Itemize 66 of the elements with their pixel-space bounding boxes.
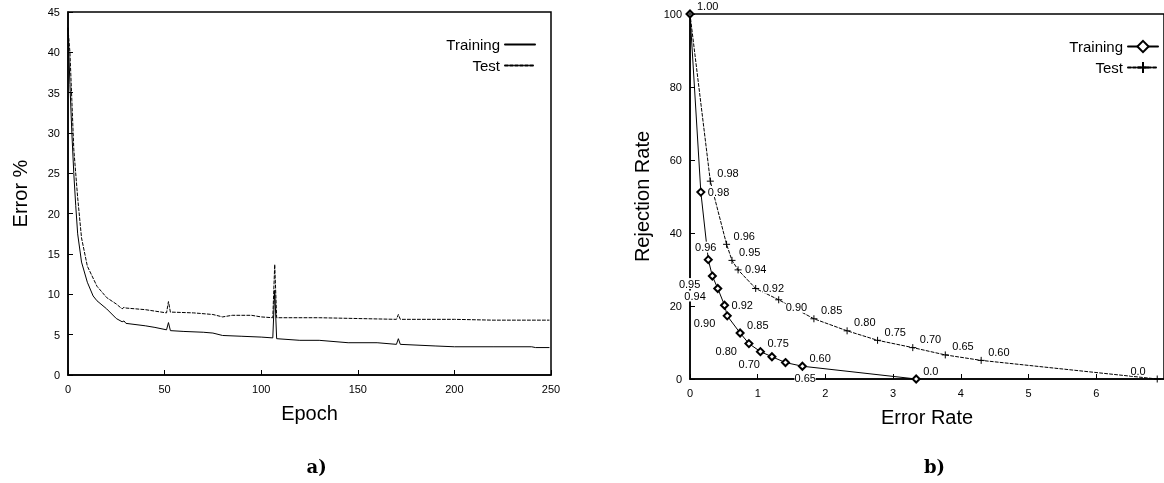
x-tick-label: 4 [957, 386, 964, 399]
annotation: 0.60 [988, 345, 1010, 358]
annotation: 0.90 [785, 301, 808, 314]
x-tick-label: 6 [1093, 386, 1100, 399]
y-tick-label: 25 [47, 167, 60, 180]
annotation: 0.98 [717, 166, 739, 179]
x-tick-label: 0 [686, 386, 694, 399]
annotation: 0.94 [745, 263, 767, 276]
y-tick-label: 45 [47, 6, 60, 18]
legend-label: Training [1069, 38, 1123, 55]
y-axis-title: Error % [9, 159, 31, 228]
x-tick-label: 2 [822, 386, 829, 399]
annotation: 0.98 [707, 185, 730, 198]
annotation: 0.70 [919, 333, 942, 346]
annotation: 0.65 [952, 340, 974, 353]
annotation: 0.75 [884, 325, 906, 338]
annotation: 0.70 [738, 358, 760, 371]
y-tick-label: 0 [53, 369, 60, 381]
annotation: 0.92 [762, 281, 785, 294]
annotation: 0.85 [747, 318, 769, 331]
x-tick-label: 5 [1025, 386, 1032, 399]
y-tick-label: 15 [47, 248, 60, 260]
y-axis-title: Rejection Rate [631, 130, 653, 263]
y-tick-label: 30 [47, 127, 60, 139]
x-tick-label: 250 [541, 382, 561, 395]
text: b) [924, 455, 946, 477]
x-axis-title: Error Rate [880, 406, 974, 428]
annotation: 0.96 [695, 241, 717, 254]
annotation: 0.95 [738, 245, 761, 258]
annotation: 0.92 [731, 298, 753, 311]
x-tick-label: 3 [890, 386, 897, 399]
x-tick-label: 1 [754, 386, 761, 399]
annotation: 0.80 [715, 345, 737, 358]
annotation: 0.94 [684, 289, 706, 302]
x-tick-label: 100 [252, 382, 271, 395]
y-tick-label: 80 [669, 81, 682, 93]
x-tick-label: 50 [158, 382, 171, 395]
y-tick-label: 20 [47, 207, 60, 220]
annotation: 0.60 [809, 351, 831, 364]
annotation: 0.0 [1130, 364, 1146, 377]
annotation: 0.80 [854, 316, 876, 329]
annotation: 0.96 [733, 229, 755, 242]
annotation: 1.00 [697, 0, 719, 12]
annotation: 0.85 [820, 304, 843, 317]
y-tick-label: 5 [53, 328, 60, 341]
annotation: 0.65 [794, 372, 816, 385]
legend-label: Test [1095, 59, 1124, 76]
y-tick-label: 100 [663, 8, 682, 20]
y-tick-label: 35 [47, 86, 60, 99]
legend-label: Training [446, 36, 500, 53]
y-tick-label: 40 [669, 227, 682, 239]
y-tick-label: 40 [47, 46, 60, 59]
legend-label: Test [472, 57, 501, 74]
annotation: 0.75 [767, 337, 789, 350]
y-tick-label: 60 [669, 154, 682, 166]
y-tick-label: 0 [675, 373, 682, 385]
y-tick-label: 20 [669, 300, 682, 312]
annotation: 0.0 [923, 364, 939, 377]
x-tick-label: 200 [445, 382, 464, 395]
text: a) [306, 455, 327, 477]
x-axis-title: Epoch [281, 402, 338, 424]
x-tick-label: 0 [64, 382, 72, 395]
annotation: 0.90 [693, 317, 716, 330]
y-tick-label: 10 [47, 288, 60, 301]
x-tick-label: 150 [348, 382, 367, 395]
annotation: 0.95 [678, 277, 701, 290]
